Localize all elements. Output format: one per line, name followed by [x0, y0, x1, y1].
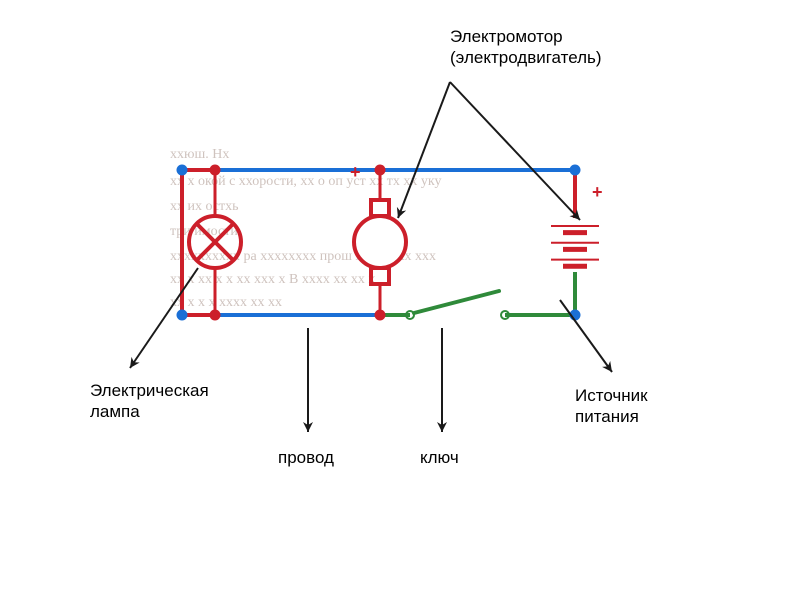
- faint-bg-text: хх х хх х х хх ххх х В хххх хх хх х: [170, 272, 375, 287]
- callout-arrow: [130, 268, 198, 368]
- callout-arrow: [398, 82, 450, 218]
- switch-lever: [414, 291, 499, 313]
- node-dot: [375, 310, 386, 321]
- plus-sign: +: [592, 182, 603, 202]
- callout-arrow: [560, 300, 612, 372]
- node-dot: [210, 310, 221, 321]
- motor-symbol: [354, 216, 406, 268]
- motor-brush-top: [371, 200, 389, 216]
- label-wire: провод: [278, 447, 334, 468]
- node-dot: [570, 165, 581, 176]
- plus-sign: +: [350, 162, 361, 182]
- faint-bg-text: ххюш. Нх: [170, 147, 229, 162]
- label-lamp: Электрическая лампа: [90, 380, 209, 423]
- callout-arrow: [450, 82, 580, 220]
- node-dot: [210, 165, 221, 176]
- node-dot: [177, 310, 188, 321]
- label-motor: Электромотор (электродвигатель): [450, 26, 602, 69]
- label-switch: ключ: [420, 447, 459, 468]
- faint-bg-text: хх х х х хххх хх хх: [170, 295, 282, 310]
- node-dot: [177, 165, 188, 176]
- node-dot: [375, 165, 386, 176]
- faint-bg-text: хх х окой с ххорости, хх о оп уст хх тх …: [170, 174, 441, 189]
- label-source: Источник питания: [575, 385, 648, 428]
